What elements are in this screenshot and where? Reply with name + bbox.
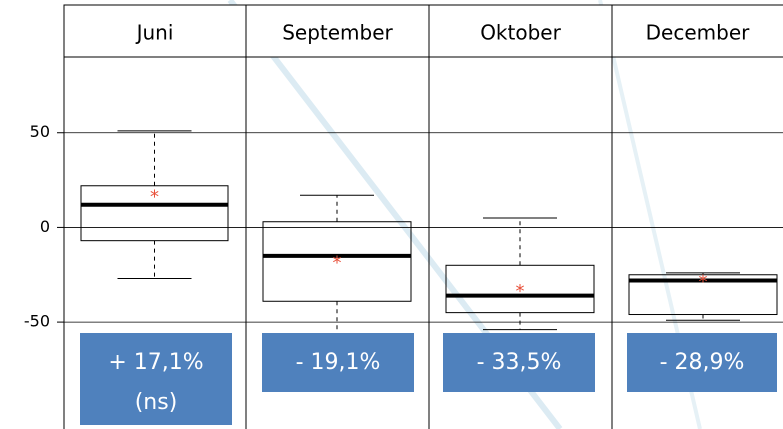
annotation-box bbox=[627, 333, 777, 392]
mean-marker: * bbox=[333, 253, 342, 274]
panel-title: September bbox=[282, 21, 393, 45]
annotation-box bbox=[262, 333, 414, 392]
annotation-box bbox=[80, 333, 232, 425]
mean-marker: * bbox=[150, 186, 159, 207]
box bbox=[262, 221, 412, 302]
panel-title: Juni bbox=[135, 21, 174, 45]
panel-title: December bbox=[646, 21, 750, 45]
y-tick-label: 0 bbox=[40, 217, 50, 236]
box bbox=[628, 274, 778, 316]
mean-marker: * bbox=[699, 272, 708, 293]
box bbox=[445, 264, 595, 314]
mean-marker: * bbox=[516, 281, 525, 302]
annotation-label: - 28,9% bbox=[660, 350, 745, 375]
y-tick-label: 50 bbox=[30, 122, 50, 141]
annotation-label: - 33,5% bbox=[477, 350, 562, 375]
annotation-box bbox=[443, 333, 595, 392]
annotation-note: (ns) bbox=[135, 390, 178, 415]
annotation-label: - 19,1% bbox=[296, 350, 381, 375]
y-tick-label: -50 bbox=[24, 312, 50, 331]
panel-title: Oktober bbox=[480, 21, 561, 45]
box bbox=[80, 185, 229, 242]
annotation-label: + 17,1% bbox=[108, 350, 203, 375]
